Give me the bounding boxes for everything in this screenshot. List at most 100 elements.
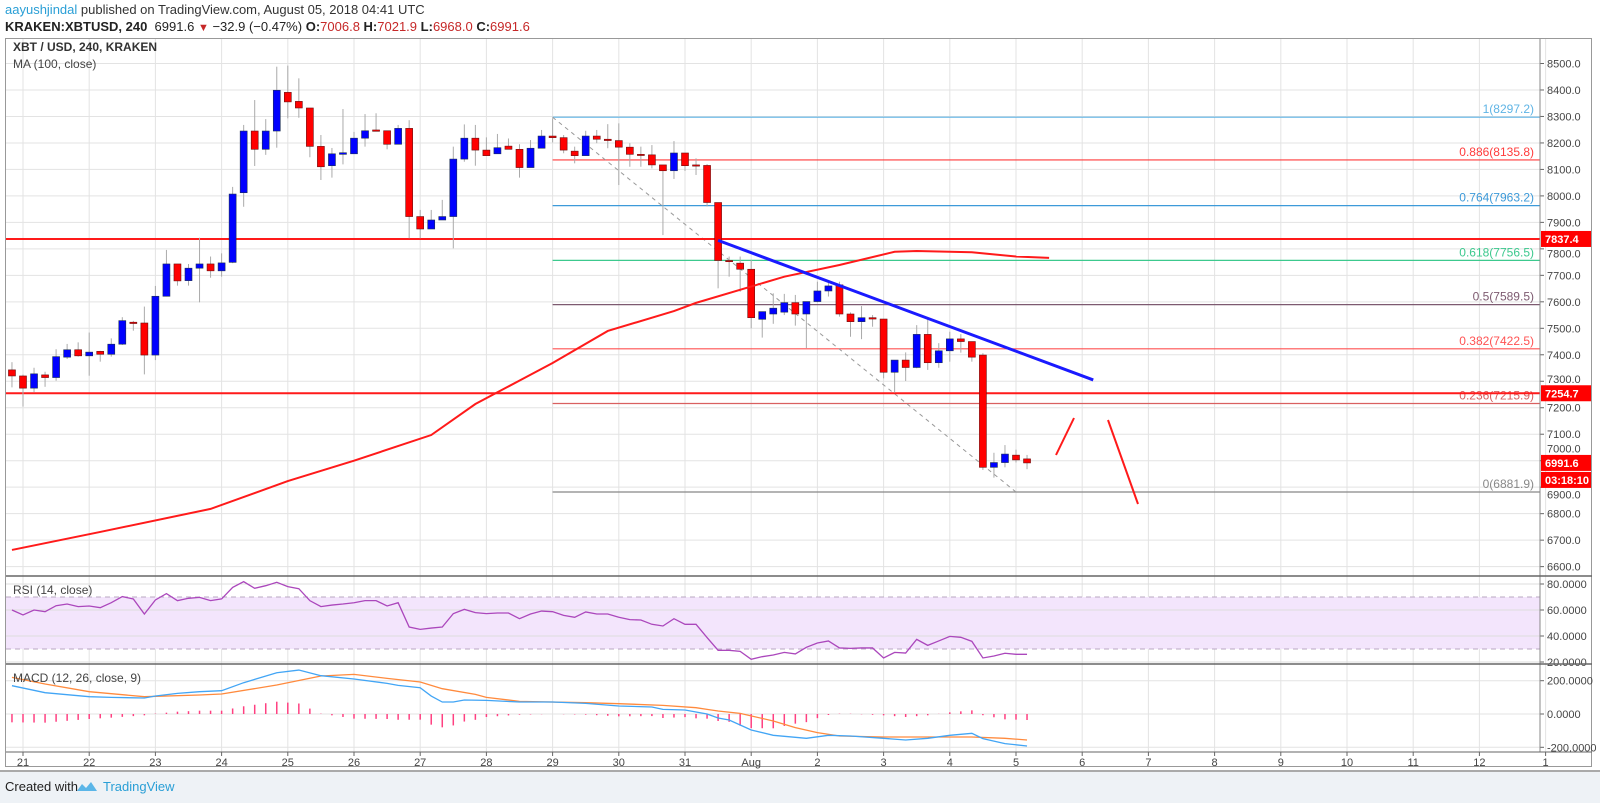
price-label: 6600.0: [1547, 562, 1581, 574]
bar-countdown-tag: 03:18:10: [1545, 475, 1589, 487]
price-axis-tags: 7837.4 7254.7 6991.6 03:18:10: [1541, 230, 1591, 488]
candle-up: [107, 343, 116, 355]
fib-retracement[interactable]: 1(8297.2) 0.886(8135.8) 0.764(7963.2) 0.618…: [552, 102, 1540, 493]
price-label: 7400.0: [1547, 350, 1581, 362]
arrow-up-stroke[interactable]: [1055, 417, 1075, 456]
price-label: 8100.0: [1547, 164, 1581, 176]
candle-up: [493, 147, 502, 155]
rsi-label: 60.0000: [1547, 605, 1587, 617]
candle-up: [228, 193, 237, 263]
fib-level-label: 0(6881.9): [1483, 477, 1534, 491]
open-label: O:: [305, 19, 321, 34]
candle-up: [1001, 453, 1009, 463]
date-label: 6: [1079, 757, 1085, 769]
arrow-down-stroke[interactable]: [1107, 419, 1139, 505]
rsi-legend[interactable]: RSI (14, close): [13, 583, 93, 597]
candle-down: [295, 101, 303, 109]
trendline[interactable]: [717, 238, 1094, 382]
price-label: 8200.0: [1547, 138, 1581, 150]
macd-signal-line: [11, 673, 1028, 741]
date-label: 7: [1145, 757, 1151, 769]
candle-up: [780, 302, 789, 313]
candle-down: [41, 374, 49, 378]
price-change: −32.9 (−0.47%): [212, 19, 303, 34]
date-label: 21: [17, 757, 29, 769]
macd-label: 0.0000: [1547, 709, 1581, 721]
candle-down: [96, 351, 105, 355]
candle-up: [449, 158, 458, 217]
low-value: 6968.0: [432, 19, 473, 34]
candle-down: [559, 137, 568, 151]
rsi-label: 20.0000: [1547, 657, 1587, 669]
macd-legend[interactable]: MACD (12, 26, close, 9): [13, 671, 142, 685]
level-price-tag: 7837.4: [1545, 234, 1580, 246]
macd-label: -200.0000: [1547, 742, 1597, 754]
candle-up: [30, 373, 38, 389]
date-label: 24: [215, 757, 227, 769]
candle-down: [317, 146, 325, 168]
date-label: 2: [814, 757, 820, 769]
symbol-info: KRAKEN:XBTUSD, 240 6991.6 ▼ −32.9 (−0.47…: [5, 19, 530, 34]
date-label: 10: [1341, 757, 1353, 769]
ma100-line: [11, 249, 1050, 551]
main-legend: XBT / USD, 240, KRAKEN: [13, 40, 158, 54]
candle-up: [912, 334, 921, 368]
horizontal-levels[interactable]: [6, 237, 1540, 395]
date-label: 31: [679, 757, 691, 769]
ma-legend[interactable]: MA (100, close): [13, 57, 97, 71]
fib-level-label: 0.886(8135.8): [1459, 145, 1534, 159]
candle-up: [350, 137, 358, 155]
candle-down: [570, 150, 579, 156]
tradingview-link[interactable]: TradingView: [103, 779, 175, 794]
candle-up: [63, 349, 71, 358]
date-label: 29: [546, 757, 558, 769]
candle-down: [19, 375, 27, 389]
candle-down: [614, 140, 623, 148]
fib-level-label: 0.5(7589.5): [1473, 290, 1534, 304]
bar-countdown-tag-bg: [1541, 471, 1591, 488]
date-label: 11: [1407, 757, 1418, 769]
price-label: 7800.0: [1547, 248, 1581, 260]
candle-down: [592, 135, 601, 140]
candle-down: [681, 152, 689, 167]
candle-down: [957, 338, 965, 342]
date-label: 26: [348, 757, 360, 769]
last-price: 6991.6: [154, 19, 195, 34]
candle-down: [648, 154, 656, 166]
level-price-tag: 7254.7: [1545, 388, 1579, 400]
rsi-band: [6, 597, 1540, 649]
candle-down: [383, 130, 391, 145]
date-label: 4: [947, 757, 953, 769]
candle-down: [879, 318, 888, 373]
chart-frame: [5, 38, 1592, 767]
candle-up: [769, 307, 778, 315]
footer: Created with TradingView: [0, 770, 1600, 803]
candle-up: [813, 290, 822, 302]
author-link[interactable]: aayushjindal: [5, 2, 78, 17]
fib-level-label: 0.236(7215.9): [1459, 389, 1534, 403]
candle-down: [482, 149, 491, 156]
candle-up: [945, 338, 954, 352]
candle-down: [725, 260, 733, 263]
price-label: 8500.0: [1547, 59, 1581, 71]
candles: [8, 65, 1031, 478]
candle-down: [736, 262, 744, 270]
candle-down: [548, 135, 557, 138]
price-label: 6800.0: [1547, 509, 1581, 521]
level-price-tag-bg: [1541, 230, 1591, 247]
candle-down: [140, 322, 149, 356]
rsi-label: 40.0000: [1547, 631, 1587, 643]
open-value: 7006.8: [320, 19, 360, 34]
candle-up: [261, 130, 270, 150]
high-value: 7021.9: [377, 19, 418, 34]
candle-down: [1023, 458, 1031, 464]
rsi-pane: [6, 580, 1540, 663]
candle-up: [394, 128, 402, 145]
candle-up: [758, 311, 767, 320]
candle-up: [239, 130, 248, 194]
close-label: C:: [476, 19, 491, 34]
tradingview-logo-icon: [77, 782, 97, 791]
price-label: 7500.0: [1547, 323, 1581, 335]
high-label: H:: [363, 19, 378, 34]
